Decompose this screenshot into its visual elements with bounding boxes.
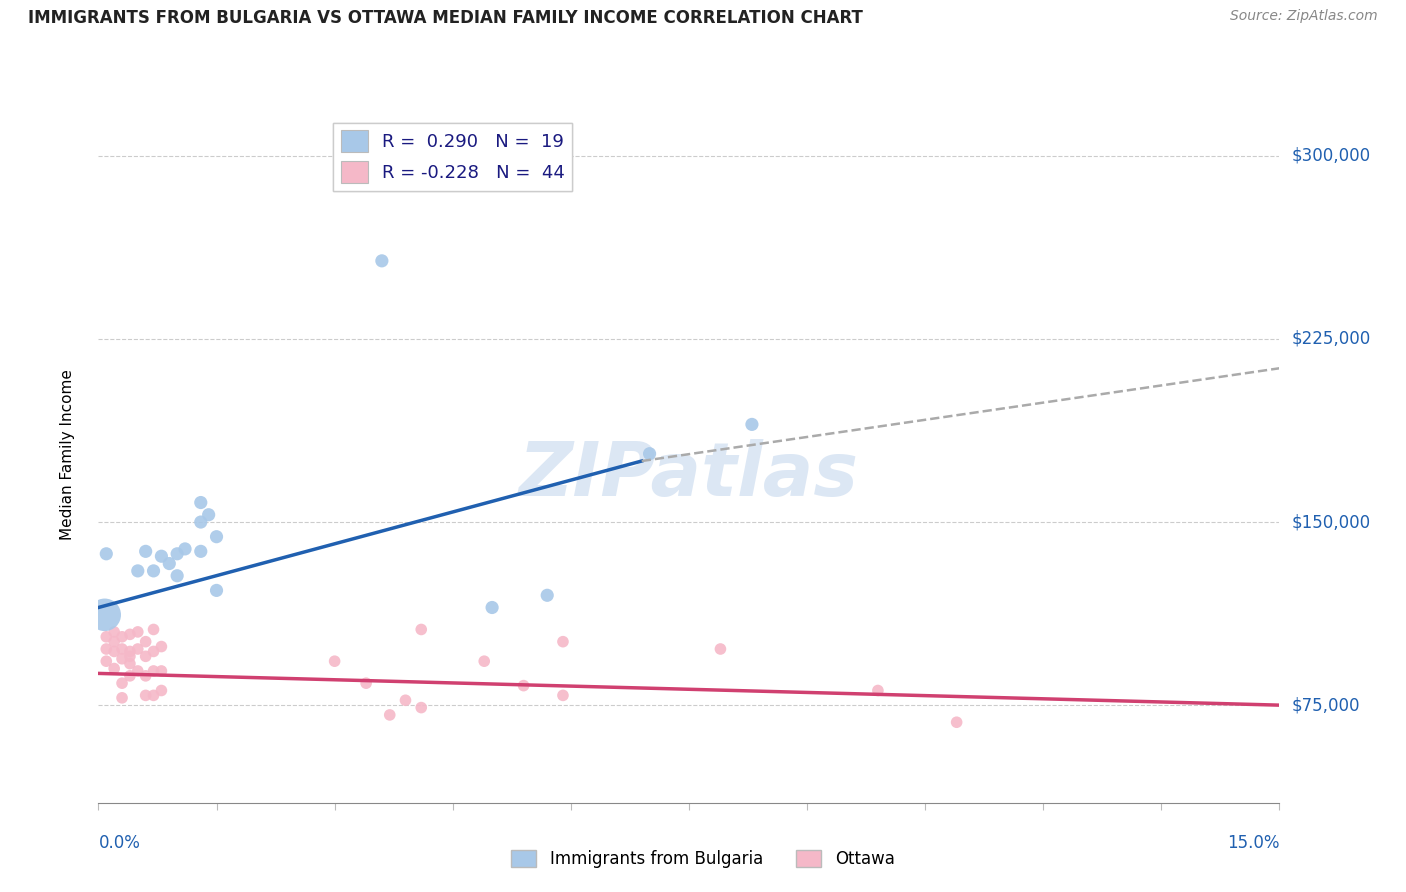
Text: 0.0%: 0.0%	[98, 834, 141, 852]
Point	[118, 669, 141, 683]
Point	[323, 654, 346, 668]
Text: $150,000: $150,000	[1291, 513, 1371, 531]
Point	[709, 642, 731, 657]
Point	[205, 530, 228, 544]
Point	[512, 679, 534, 693]
Text: $225,000: $225,000	[1291, 330, 1371, 348]
Point	[371, 253, 394, 268]
Point	[96, 654, 118, 668]
Point	[142, 664, 165, 678]
Text: Source: ZipAtlas.com: Source: ZipAtlas.com	[1230, 9, 1378, 23]
Text: $75,000: $75,000	[1291, 696, 1360, 714]
Point	[118, 649, 141, 664]
Point	[472, 654, 495, 668]
Point	[135, 634, 157, 648]
Point	[638, 447, 661, 461]
Point	[103, 624, 125, 639]
Point	[142, 644, 165, 658]
Point	[135, 649, 157, 664]
Point	[103, 634, 125, 648]
Point	[96, 630, 118, 644]
Text: 15.0%: 15.0%	[1227, 834, 1279, 852]
Point	[157, 557, 180, 571]
Point	[551, 689, 574, 703]
Point	[166, 547, 188, 561]
Legend: Immigrants from Bulgaria, Ottawa: Immigrants from Bulgaria, Ottawa	[505, 843, 901, 875]
Point	[93, 607, 115, 622]
Point	[394, 693, 416, 707]
Point	[866, 683, 889, 698]
Point	[190, 495, 212, 509]
Point	[150, 549, 173, 564]
Point	[118, 627, 141, 641]
Point	[135, 669, 157, 683]
Point	[205, 583, 228, 598]
Point	[135, 689, 157, 703]
Point	[142, 623, 165, 637]
Point	[103, 661, 125, 675]
Point	[142, 564, 165, 578]
Point	[150, 640, 173, 654]
Y-axis label: Median Family Income: Median Family Income	[60, 369, 75, 541]
Point	[118, 644, 141, 658]
Point	[111, 630, 134, 644]
Point	[96, 547, 118, 561]
Point	[945, 715, 967, 730]
Point	[118, 657, 141, 671]
Point	[481, 600, 503, 615]
Legend: R =  0.290   N =  19, R = -0.228   N =  44: R = 0.290 N = 19, R = -0.228 N = 44	[333, 123, 572, 191]
Point	[536, 588, 558, 602]
Point	[150, 683, 173, 698]
Point	[354, 676, 377, 690]
Point	[142, 689, 165, 703]
Point	[378, 707, 401, 722]
Point	[411, 623, 433, 637]
Point	[127, 642, 149, 657]
Text: ZIPatlas: ZIPatlas	[519, 439, 859, 512]
Point	[111, 676, 134, 690]
Point	[741, 417, 763, 432]
Point	[150, 664, 173, 678]
Point	[190, 515, 212, 529]
Point	[111, 642, 134, 657]
Point	[111, 652, 134, 666]
Point	[197, 508, 219, 522]
Text: $300,000: $300,000	[1291, 147, 1371, 165]
Point	[551, 634, 574, 648]
Point	[135, 544, 157, 558]
Point	[127, 564, 149, 578]
Point	[174, 541, 197, 556]
Point	[127, 624, 149, 639]
Text: IMMIGRANTS FROM BULGARIA VS OTTAWA MEDIAN FAMILY INCOME CORRELATION CHART: IMMIGRANTS FROM BULGARIA VS OTTAWA MEDIA…	[28, 9, 863, 27]
Point	[411, 700, 433, 714]
Point	[96, 642, 118, 657]
Point	[103, 644, 125, 658]
Point	[111, 690, 134, 705]
Point	[127, 664, 149, 678]
Point	[166, 568, 188, 582]
Point	[190, 544, 212, 558]
